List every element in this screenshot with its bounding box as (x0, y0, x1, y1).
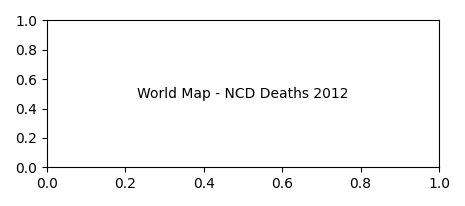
Text: World Map - NCD Deaths 2012: World Map - NCD Deaths 2012 (137, 87, 349, 101)
